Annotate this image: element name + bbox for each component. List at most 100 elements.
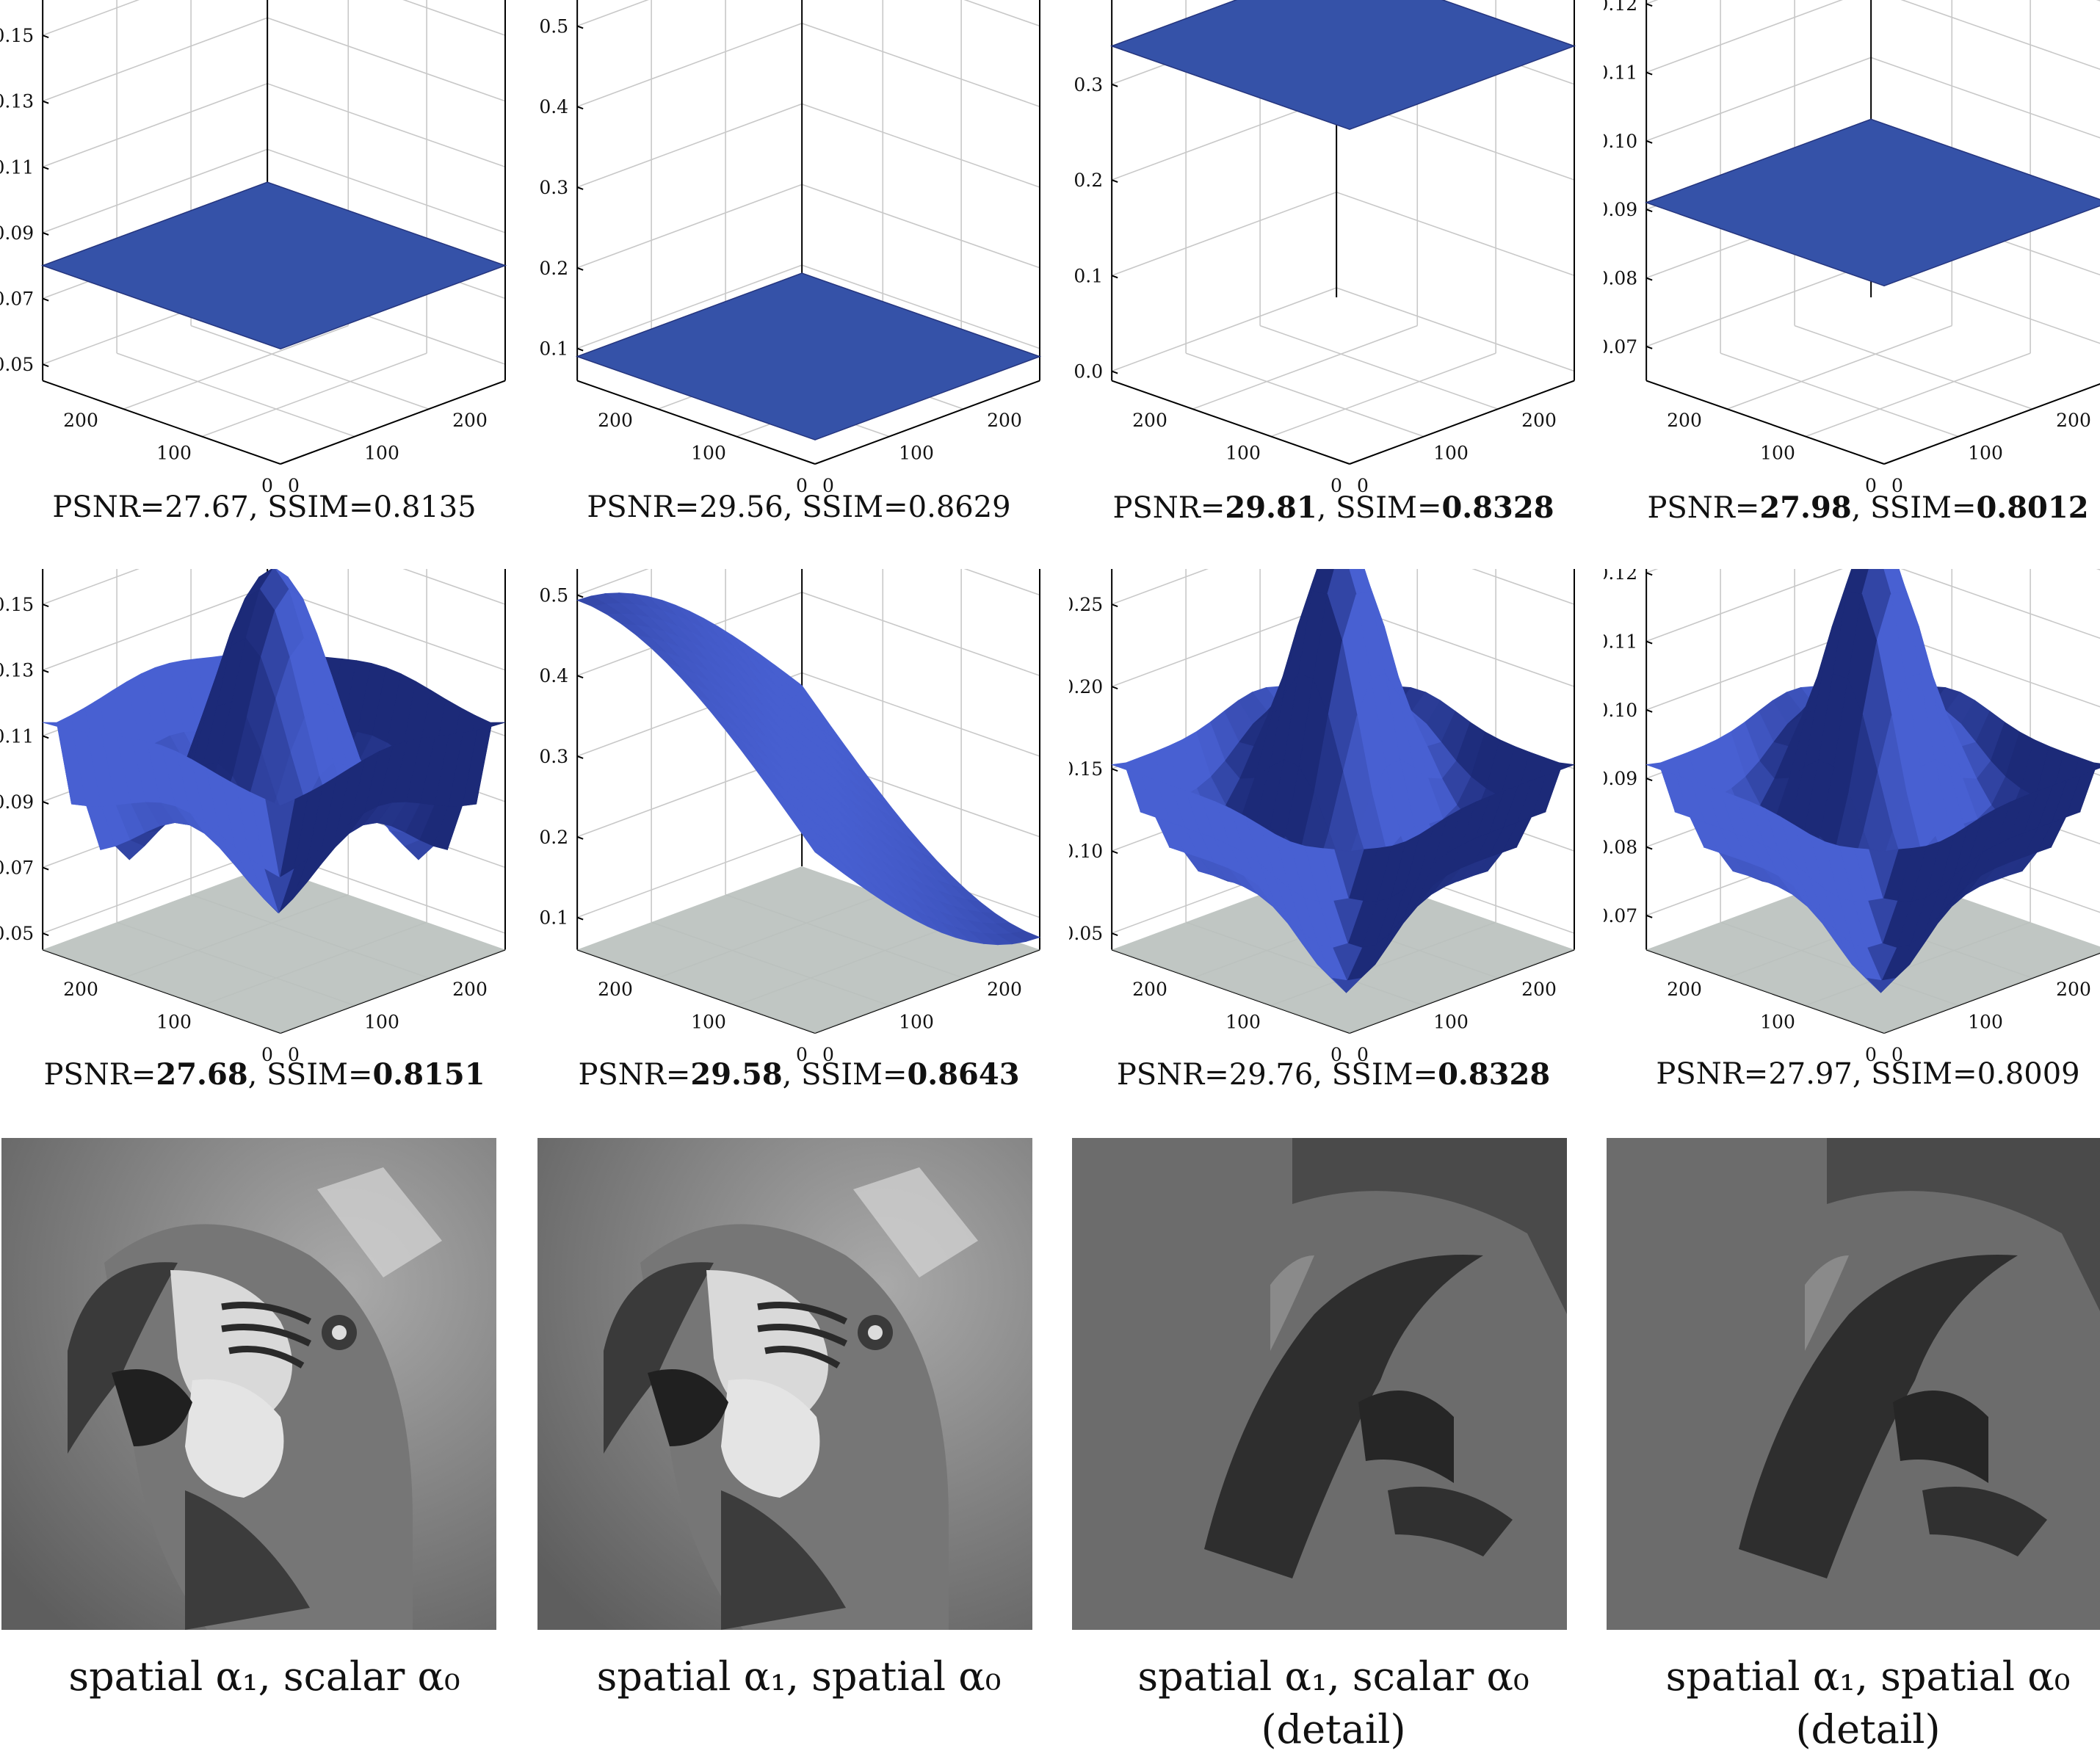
image-detail-scalar — [1072, 1138, 1567, 1630]
z-tick — [1111, 850, 1118, 855]
z-tick-label: 0.15 — [0, 594, 34, 615]
z-tick — [1111, 275, 1118, 279]
z-tick — [42, 669, 49, 673]
z-tick — [1111, 603, 1118, 608]
z-tick-label: 0.05 — [1069, 923, 1103, 944]
z-tick-label: 0.12 — [1604, 569, 1637, 584]
y-tick-label: 100 — [899, 443, 934, 464]
surface-cell — [1869, 849, 1899, 899]
z-tick — [1645, 3, 1653, 7]
caption-line1: spatial α₁, spatial α₀ — [1665, 1653, 2071, 1700]
z-tick — [1111, 370, 1118, 374]
x-tick-label: 200 — [1667, 979, 1702, 1000]
image-caption-3: spatial α₁, scalar α₀ (detail) — [1069, 1650, 1598, 1756]
psnr-value: 27.67 — [164, 490, 249, 524]
z-tick — [576, 675, 584, 679]
ssim-value: 0.8328 — [1441, 490, 1554, 525]
y-tick-label: 100 — [364, 1012, 399, 1033]
y-tick-label: 0 — [1891, 1044, 1903, 1065]
z-tick-label: 0.15 — [1069, 758, 1103, 780]
psnr-value: 29.56 — [699, 490, 783, 524]
ssim-label: , SSIM= — [248, 490, 374, 524]
image-caption-2: spatial α₁, spatial α₀ — [535, 1650, 1063, 1703]
plot-row1-col4: 0.07 0.08 0.09 0.10 0.11 0.12 0 100 200 0 100 200 — [1604, 0, 2100, 514]
metric-row1-col1: PSNR=27.67, SSIM=0.8135 — [0, 490, 529, 524]
z-tick — [1645, 345, 1653, 349]
x-tick-label: 0 — [1330, 1044, 1342, 1065]
psnr-label: PSNR= — [1112, 491, 1225, 525]
x-tick-label: 200 — [1132, 410, 1167, 431]
psnr-value: 29.81 — [1225, 490, 1317, 525]
z-tick — [1645, 846, 1653, 850]
x-tick-label: 100 — [156, 443, 192, 464]
surface — [1645, 569, 2100, 1033]
plot-row1-col3: 0.00.10.20.30.401002000100200 — [1069, 0, 1598, 514]
image-caption-1: spatial α₁, scalar α₀ — [0, 1650, 529, 1703]
z-tick — [576, 594, 584, 598]
z-tick-label: 0.09 — [1604, 768, 1637, 789]
caption-line2: (detail) — [1261, 1706, 1406, 1752]
z-tick-label: 0.1 — [539, 338, 568, 360]
x-tick-label: 0 — [1865, 475, 1877, 496]
z-tick-label: 0.2 — [1073, 170, 1103, 191]
surface — [576, 592, 1041, 1033]
z-tick-label: 0.05 — [0, 354, 34, 375]
y-tick-label: 100 — [364, 443, 399, 464]
surface-plane — [1644, 118, 2100, 287]
x-tick-label: 200 — [598, 410, 633, 431]
z-tick — [42, 297, 49, 302]
x-tick-label: 100 — [1760, 443, 1795, 464]
y-tick-label: 200 — [1521, 410, 1557, 431]
x-tick-label: 0 — [1865, 1044, 1877, 1065]
z-tick — [576, 755, 584, 759]
psnr-value: 29.58 — [690, 1057, 783, 1092]
floor-image — [43, 866, 506, 1033]
ssim-value: 0.8643 — [907, 1057, 1020, 1092]
psnr-label: PSNR= — [578, 1058, 691, 1092]
y-tick-label: 0 — [288, 1044, 300, 1065]
ssim-value: 0.8012 — [1976, 490, 2089, 525]
surface — [1111, 569, 1575, 1033]
surface-plane — [1109, 0, 1576, 130]
y-tick-label: 0 — [822, 475, 834, 496]
z-tick-label: 0.10 — [1604, 131, 1637, 152]
z-tick-label: 0.08 — [1604, 268, 1637, 289]
surface-cell — [1334, 849, 1364, 899]
ssim-value: 0.8629 — [908, 490, 1011, 524]
y-tick-label: 200 — [987, 410, 1022, 431]
z-tick — [42, 800, 49, 805]
psnr-value: 29.76 — [1228, 1058, 1314, 1092]
image-detail-spatial — [1607, 1138, 2100, 1630]
z-tick — [1111, 932, 1118, 937]
plot-row1-col2: 0.1 0.2 0.3 0.4 0.5 0 100 200 0 100 200 — [535, 0, 1063, 514]
z-tick — [576, 835, 584, 840]
ssim-value: 0.8009 — [1977, 1057, 2080, 1091]
psnr-value: 27.68 — [156, 1057, 248, 1092]
image-parrot-scalar — [1, 1138, 496, 1630]
z-tick-label: 0.1 — [539, 907, 568, 929]
z-tick — [1111, 768, 1118, 772]
z-tick-label: 0.0 — [1073, 361, 1103, 383]
caption-line2: (detail) — [1795, 1706, 1941, 1752]
z-tick — [576, 25, 584, 29]
z-tick — [42, 603, 49, 608]
axes: 0.1 0.2 0.3 0.4 0.5 0 100 200 0 100 200 — [539, 0, 1040, 496]
z-tick — [42, 866, 49, 871]
psnr-value: 27.98 — [1759, 490, 1852, 525]
metric-row2-col4: PSNR=27.97, SSIM=0.8009 — [1604, 1057, 2100, 1091]
z-tick-label: 0.07 — [1604, 336, 1637, 358]
z-tick — [1645, 71, 1653, 76]
x-tick-label: 100 — [156, 1012, 192, 1033]
z-tick-label: 0.13 — [0, 91, 34, 112]
surface — [40, 181, 507, 349]
plot-row2-col2: 0.1 0.2 0.3 0.4 0.5 0 100 200 0 100 200 — [535, 569, 1063, 1083]
z-tick — [42, 100, 49, 104]
z-tick-label: 0.3 — [1073, 74, 1103, 95]
y-tick-label: 0 — [1357, 475, 1369, 496]
z-tick — [1645, 209, 1653, 213]
x-tick-label: 0 — [261, 475, 273, 496]
metric-row1-col2: PSNR=29.56, SSIM=0.8629 — [535, 490, 1063, 524]
z-tick-label: 0.1 — [1073, 265, 1103, 286]
ssim-value: 0.8328 — [1438, 1057, 1551, 1092]
x-tick-label: 0 — [261, 1044, 273, 1065]
